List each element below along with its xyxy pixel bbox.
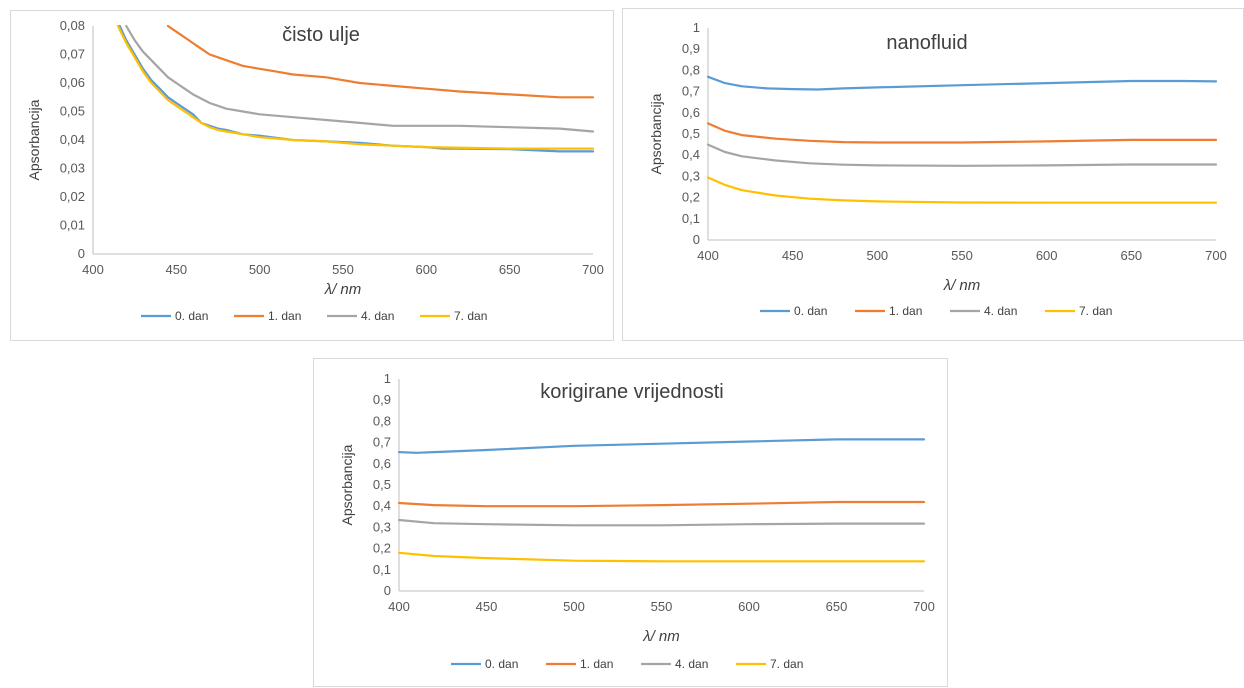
y-tick-label: 0,06: [60, 75, 85, 90]
legend-label-3: 7. dan: [770, 657, 803, 671]
legend-label-2: 4. dan: [984, 304, 1017, 318]
x-axis-label: λ/ nm: [943, 277, 981, 294]
y-tick-label: 0,1: [682, 211, 700, 226]
series-line-0: [397, 438, 926, 454]
x-tick-label: 450: [476, 599, 498, 614]
y-tick-label: 0,4: [682, 147, 700, 162]
y-tick-label: 0,5: [682, 126, 700, 141]
y-tick-label: 0,6: [682, 105, 700, 120]
y-tick-label: 0,7: [373, 435, 391, 450]
chart-cisto-ulje: 0 0,01 0,02 0,03 0,04 0,05 0,06 0,07 0,08 400 450 5…: [10, 10, 614, 341]
x-tick-label: 650: [499, 262, 521, 277]
x-tick-label: 600: [1036, 248, 1058, 263]
x-tick-label: 650: [826, 599, 848, 614]
x-tick-label: 700: [1205, 248, 1227, 263]
chart-svg: 0 0,01 0,02 0,03 0,04 0,05 0,06 0,07 0,08 400 450 5…: [26, 18, 604, 323]
chart-korigirane-vrijednosti: 0 0,1 0,2 0,3 0,4 0,5 0,6 0,7 0,8 0,9 1 400 450 500 55…: [313, 358, 948, 687]
legend-label-1: 1. dan: [889, 304, 922, 318]
y-tick-label: 0,4: [373, 498, 391, 513]
legend-label-3: 7. dan: [1079, 304, 1112, 318]
chart-title: korigirane vrijednosti: [540, 381, 723, 403]
y-tick-label: 0,08: [60, 18, 85, 33]
series-line-3: [706, 176, 1218, 204]
x-tick-label: 550: [332, 262, 354, 277]
series-line-2: [397, 518, 926, 527]
x-tick-label: 500: [866, 248, 888, 263]
y-tick-label: 0,5: [373, 477, 391, 492]
series-line-2: [706, 143, 1218, 167]
x-tick-label: 500: [563, 599, 585, 614]
chart-svg: 0 0,1 0,2 0,3 0,4 0,5 0,6 0,7 0,8 0,9 1 400 450 500 55…: [648, 20, 1227, 318]
y-tick-label: 0,03: [60, 161, 85, 176]
y-tick-label: 0,8: [373, 413, 391, 428]
y-tick-label: 0,8: [682, 62, 700, 77]
y-tick-label: 0,01: [60, 218, 85, 233]
legend-label-1: 1. dan: [268, 309, 301, 323]
legend-label-3: 7. dan: [454, 309, 487, 323]
x-tick-label: 600: [738, 599, 760, 614]
legend-label-2: 4. dan: [675, 657, 708, 671]
x-tick-label: 650: [1120, 248, 1142, 263]
y-tick-label: 0,7: [682, 84, 700, 99]
x-tick-label: 700: [913, 599, 935, 614]
y-tick-label: 0,9: [373, 392, 391, 407]
series-line-1: [706, 122, 1218, 144]
y-tick-label: 0,2: [373, 541, 391, 556]
y-axis-label: Apsorbancija: [648, 93, 664, 174]
series-line-0: [706, 75, 1218, 91]
chart-title: čisto ulje: [282, 24, 360, 46]
y-tick-label: 0,6: [373, 456, 391, 471]
y-axis-label: Apsorbancija: [26, 99, 42, 180]
y-tick-label: 0,9: [682, 41, 700, 56]
y-tick-label: 0,07: [60, 47, 85, 62]
x-tick-label: 600: [415, 262, 437, 277]
legend-label-0: 0. dan: [794, 304, 827, 318]
y-axis-label: Apsorbancija: [339, 444, 355, 525]
y-tick-label: 1: [384, 371, 391, 386]
x-axis-label: λ/ nm: [642, 628, 680, 645]
chart-nanofluid: 0 0,1 0,2 0,3 0,4 0,5 0,6 0,7 0,8 0,9 1 400 450 500 55…: [622, 8, 1244, 341]
x-tick-label: 400: [82, 262, 104, 277]
x-axis-label: λ/ nm: [324, 281, 362, 298]
x-tick-label: 400: [697, 248, 719, 263]
y-tick-label: 0: [78, 246, 85, 261]
legend-label-1: 1. dan: [580, 657, 613, 671]
y-tick-label: 0,3: [682, 168, 700, 183]
series-line-3: [116, 24, 595, 150]
x-tick-label: 700: [582, 262, 604, 277]
x-tick-label: 450: [782, 248, 804, 263]
y-tick-label: 0,1: [373, 562, 391, 577]
series-line-2: [125, 24, 595, 133]
legend-label-0: 0. dan: [485, 657, 518, 671]
y-tick-label: 0,2: [682, 190, 700, 205]
chart-title: nanofluid: [886, 32, 967, 54]
x-tick-label: 400: [388, 599, 410, 614]
y-tick-label: 0: [384, 583, 391, 598]
x-tick-label: 550: [951, 248, 973, 263]
y-tick-label: 1: [693, 20, 700, 35]
y-tick-label: 0,02: [60, 189, 85, 204]
series-line-3: [397, 551, 926, 563]
y-tick-label: 0,04: [60, 132, 85, 147]
chart-svg: 0 0,1 0,2 0,3 0,4 0,5 0,6 0,7 0,8 0,9 1 400 450 500 55…: [339, 371, 935, 671]
series-line-1: [166, 24, 595, 99]
series-line-1: [397, 500, 926, 508]
y-tick-label: 0,05: [60, 104, 85, 119]
x-tick-label: 450: [165, 262, 187, 277]
y-tick-label: 0: [693, 232, 700, 247]
legend-label-2: 4. dan: [361, 309, 394, 323]
y-tick-label: 0,3: [373, 519, 391, 534]
legend-label-0: 0. dan: [175, 309, 208, 323]
x-tick-label: 550: [651, 599, 673, 614]
x-tick-label: 500: [249, 262, 271, 277]
